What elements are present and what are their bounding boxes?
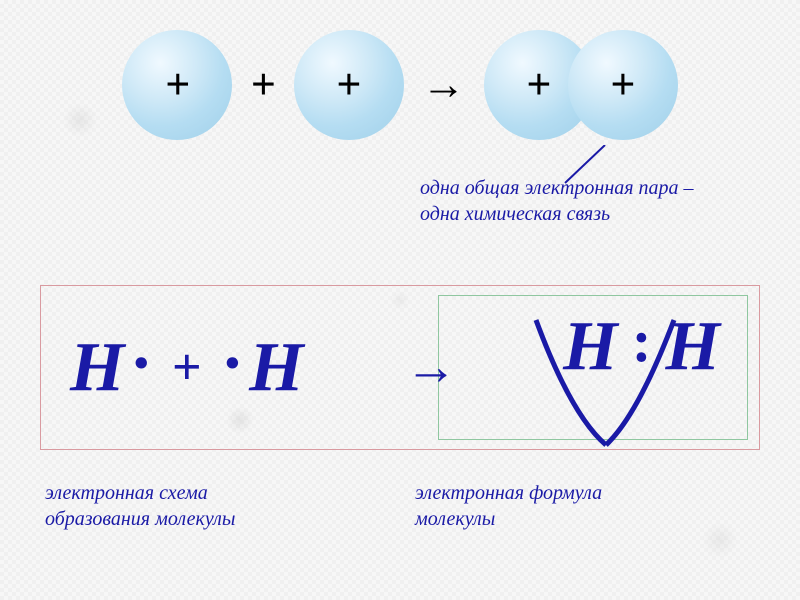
formula-lhs: Н ∙ + ∙ Н [70,328,304,408]
arrow-operator: → [422,63,466,107]
callout-line-1: одна общая электронная пара – [420,175,760,201]
electron-dot: ∙ [132,346,150,381]
formula-rhs: Н : Н [563,307,720,387]
reactant-atom-2: + [294,30,404,140]
caption-right: электронная формула молекулы [415,480,725,532]
product-molecule: + + [484,30,678,140]
nucleus-glyph: + [336,63,361,107]
nucleus-glyph: + [610,63,635,107]
diagram-root: + + + → + + одна общая электронная пара … [0,0,800,600]
caption-left-line-1: электронная схема [45,480,355,506]
callout-line-2: одна химическая связь [420,201,760,227]
electron-dot: ∙ [224,346,242,381]
nucleus-glyph: + [165,63,190,107]
plus-operator: + [172,338,202,397]
plus-operator: + [250,63,275,107]
caption-right-line-2: молекулы [415,506,725,532]
caption-right-line-1: электронная формула [415,480,725,506]
hydrogen-symbol: Н [666,307,720,387]
shared-pair-colon: : [632,307,652,376]
hydrogen-symbol: Н [563,307,617,387]
nucleus-glyph: + [526,63,551,107]
electron-pair-callout: одна общая электронная пара – одна химич… [420,175,760,227]
hydrogen-symbol: Н [70,328,124,408]
reactant-atom-1: + [122,30,232,140]
formula-line: Н ∙ + ∙ Н → Н : Н [40,285,760,450]
caption-left-line-2: образования молекулы [45,506,355,532]
hydrogen-symbol: Н [249,328,303,408]
arrow-operator: → [405,338,457,397]
caption-left: электронная схема образования молекулы [45,480,355,532]
atom-reaction-row: + + + → + + [0,30,800,140]
product-atom-2: + [568,30,678,140]
formula-area: Н ∙ + ∙ Н → Н : Н [40,285,760,450]
